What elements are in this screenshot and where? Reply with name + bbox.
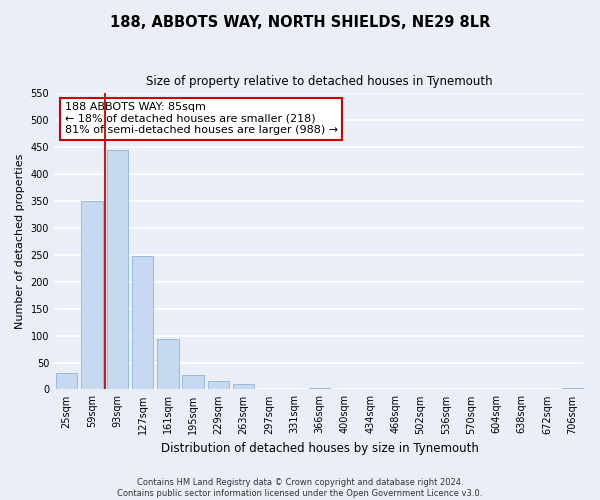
Bar <box>182 375 204 390</box>
Title: Size of property relative to detached houses in Tynemouth: Size of property relative to detached ho… <box>146 75 493 88</box>
Bar <box>81 201 103 390</box>
Y-axis label: Number of detached properties: Number of detached properties <box>15 154 25 329</box>
Bar <box>56 374 77 390</box>
Bar <box>233 384 254 390</box>
Bar <box>562 388 583 390</box>
Bar <box>157 340 179 390</box>
Text: 188, ABBOTS WAY, NORTH SHIELDS, NE29 8LR: 188, ABBOTS WAY, NORTH SHIELDS, NE29 8LR <box>110 15 490 30</box>
Bar <box>132 256 153 390</box>
Bar <box>107 150 128 390</box>
Bar <box>208 382 229 390</box>
Text: 188 ABBOTS WAY: 85sqm
← 18% of detached houses are smaller (218)
81% of semi-det: 188 ABBOTS WAY: 85sqm ← 18% of detached … <box>65 102 338 136</box>
Bar <box>309 388 330 390</box>
Text: Contains HM Land Registry data © Crown copyright and database right 2024.
Contai: Contains HM Land Registry data © Crown c… <box>118 478 482 498</box>
X-axis label: Distribution of detached houses by size in Tynemouth: Distribution of detached houses by size … <box>161 442 478 455</box>
